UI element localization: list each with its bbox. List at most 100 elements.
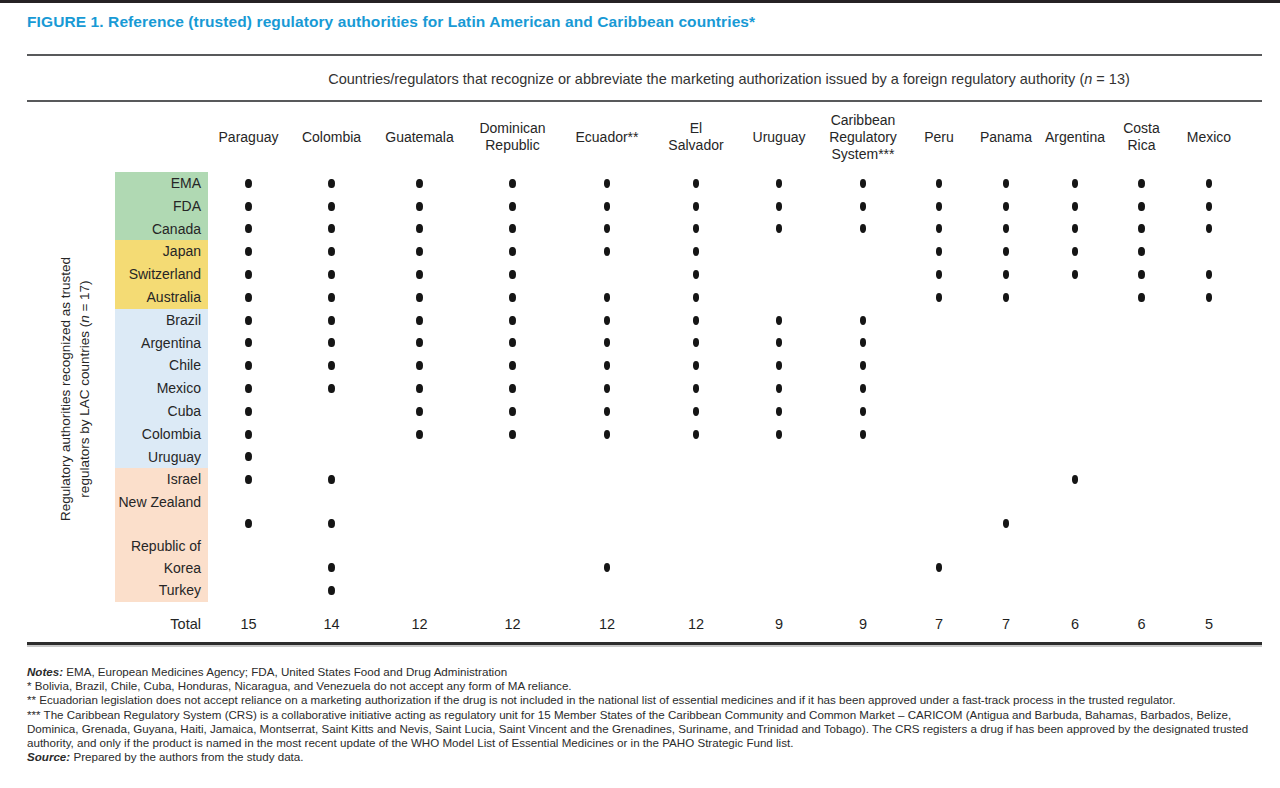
matrix-cell — [208, 468, 289, 491]
divider-bottom — [27, 642, 1262, 645]
matrix-cell — [972, 354, 1040, 377]
dot-marker — [509, 224, 516, 233]
matrix-row: Japan — [115, 240, 1262, 263]
matrix-cell — [465, 263, 560, 286]
row-label: Switzerland — [115, 263, 208, 286]
matrix-cell — [654, 263, 738, 286]
dot-marker — [509, 247, 516, 256]
matrix-cell — [972, 400, 1040, 423]
matrix-cell — [208, 263, 289, 286]
matrix-cell — [465, 377, 560, 400]
matrix-cell — [820, 172, 906, 195]
matrix-cell — [1110, 286, 1173, 309]
matrix-cell — [1173, 491, 1245, 535]
column-header: Uruguay — [738, 102, 820, 172]
matrix-body: EMAFDACanadaJapanSwitzerlandAustraliaBra… — [115, 172, 1262, 602]
dot-marker — [245, 293, 252, 302]
matrix-cell — [1040, 332, 1110, 355]
matrix-cell — [1110, 218, 1173, 241]
dot-marker — [245, 202, 252, 211]
dot-marker — [604, 202, 611, 211]
matrix-cell — [654, 332, 738, 355]
dot-marker — [1206, 293, 1213, 302]
matrix-cell — [560, 195, 654, 218]
dot-marker — [1072, 247, 1079, 256]
matrix-cell — [820, 446, 906, 469]
total-value: 9 — [738, 616, 820, 632]
dot-marker — [604, 247, 611, 256]
matrix-row: Uruguay — [115, 446, 1262, 469]
dot-marker — [860, 407, 867, 416]
column-header: Ecuador** — [560, 102, 654, 172]
matrix-cell — [1040, 218, 1110, 241]
dot-marker — [1072, 270, 1079, 279]
matrix-cell — [738, 240, 820, 263]
y-axis-line1: Regulatory authorities recognized as tru… — [58, 257, 73, 521]
matrix-row: Switzerland — [115, 263, 1262, 286]
matrix-cell — [972, 309, 1040, 332]
total-value: 6 — [1110, 616, 1173, 632]
matrix-cell — [738, 263, 820, 286]
matrix-cell — [972, 491, 1040, 535]
matrix-cell — [208, 446, 289, 469]
matrix-cell — [1040, 535, 1110, 579]
matrix-row: Republic of Korea — [115, 535, 1262, 579]
total-value: 12 — [465, 616, 560, 632]
matrix-cell — [465, 535, 560, 579]
dot-marker — [1206, 270, 1213, 279]
matrix-cell — [289, 172, 374, 195]
matrix-row: Colombia — [115, 423, 1262, 446]
matrix-cell — [820, 491, 906, 535]
matrix-cell — [820, 354, 906, 377]
matrix-cell — [289, 286, 374, 309]
matrix-cell — [208, 286, 289, 309]
dot-marker — [509, 293, 516, 302]
matrix-cell — [1110, 491, 1173, 535]
matrix-cell — [1110, 579, 1173, 602]
dot-marker — [1072, 224, 1079, 233]
matrix-row: FDA — [115, 195, 1262, 218]
matrix-cell — [289, 195, 374, 218]
dot-marker — [328, 202, 335, 211]
matrix-cell — [654, 468, 738, 491]
matrix-cell — [1110, 240, 1173, 263]
dot-marker — [693, 338, 700, 347]
matrix-cell — [906, 400, 972, 423]
matrix-cell — [906, 423, 972, 446]
matrix-cell — [374, 491, 465, 535]
matrix-cell — [654, 286, 738, 309]
dot-marker — [604, 361, 611, 370]
row-label: FDA — [115, 195, 208, 218]
matrix-cell — [1173, 240, 1245, 263]
matrix-cell — [654, 579, 738, 602]
total-value: 12 — [374, 616, 465, 632]
dot-marker — [604, 293, 611, 302]
matrix-cell — [654, 218, 738, 241]
matrix-cell — [465, 491, 560, 535]
matrix-cell — [906, 240, 972, 263]
matrix-cell — [738, 218, 820, 241]
dot-marker — [245, 224, 252, 233]
dot-marker — [245, 179, 252, 188]
total-value: 7 — [972, 616, 1040, 632]
matrix-cell — [560, 400, 654, 423]
dot-marker — [936, 247, 943, 256]
matrix-cell — [972, 218, 1040, 241]
dot-marker — [1138, 293, 1145, 302]
matrix-cell — [289, 400, 374, 423]
matrix-cell — [289, 423, 374, 446]
column-header: El Salvador — [654, 102, 738, 172]
row-label: Turkey — [115, 579, 208, 602]
dot-marker — [1003, 224, 1010, 233]
dot-marker — [1138, 224, 1145, 233]
row-label: New Zealand — [115, 491, 208, 535]
matrix-cell — [1040, 309, 1110, 332]
matrix-cell — [820, 263, 906, 286]
dot-marker — [693, 361, 700, 370]
matrix-cell — [465, 286, 560, 309]
dot-marker — [1072, 179, 1079, 188]
matrix-cell — [1040, 468, 1110, 491]
matrix-cell — [560, 468, 654, 491]
matrix-cell — [1173, 400, 1245, 423]
dot-marker — [776, 407, 783, 416]
